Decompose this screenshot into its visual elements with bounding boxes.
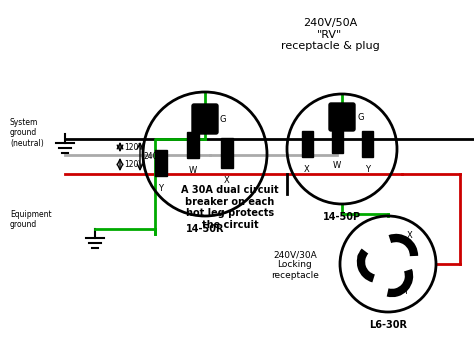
Text: X: X [407, 231, 413, 240]
Text: W: W [189, 166, 197, 175]
FancyBboxPatch shape [329, 103, 355, 131]
Bar [187, 132, 199, 158]
Text: X: X [224, 176, 230, 185]
Text: 14-50P: 14-50P [323, 212, 361, 222]
Bar [221, 138, 233, 168]
Text: W: W [333, 161, 341, 170]
Bar [362, 131, 373, 157]
Text: G: G [220, 114, 227, 124]
Text: G: G [357, 253, 363, 262]
Text: 14-50R: 14-50R [186, 224, 224, 234]
Text: 240V/30A
Locking
receptacle: 240V/30A Locking receptacle [271, 250, 319, 280]
Text: Y: Y [365, 165, 371, 174]
Text: 120V: 120V [124, 160, 144, 169]
Text: System
ground
(neutral): System ground (neutral) [10, 118, 44, 148]
Text: 240V: 240V [144, 152, 164, 161]
Text: Equipment
ground: Equipment ground [10, 210, 52, 229]
Text: G: G [358, 112, 365, 121]
Text: X: X [304, 165, 310, 174]
Text: 120V: 120V [124, 142, 144, 151]
Bar [302, 131, 313, 157]
FancyBboxPatch shape [192, 104, 218, 134]
Text: L6-30R: L6-30R [369, 320, 407, 330]
Text: A 30A dual circuit
breaker on each
hot leg protects
the circuit: A 30A dual circuit breaker on each hot l… [181, 185, 279, 230]
Text: 240V/50A
"RV"
receptacle & plug: 240V/50A "RV" receptacle & plug [281, 18, 379, 51]
Text: Y: Y [403, 288, 409, 297]
Bar [332, 129, 343, 153]
Text: Y: Y [158, 184, 164, 193]
Bar [155, 150, 167, 176]
